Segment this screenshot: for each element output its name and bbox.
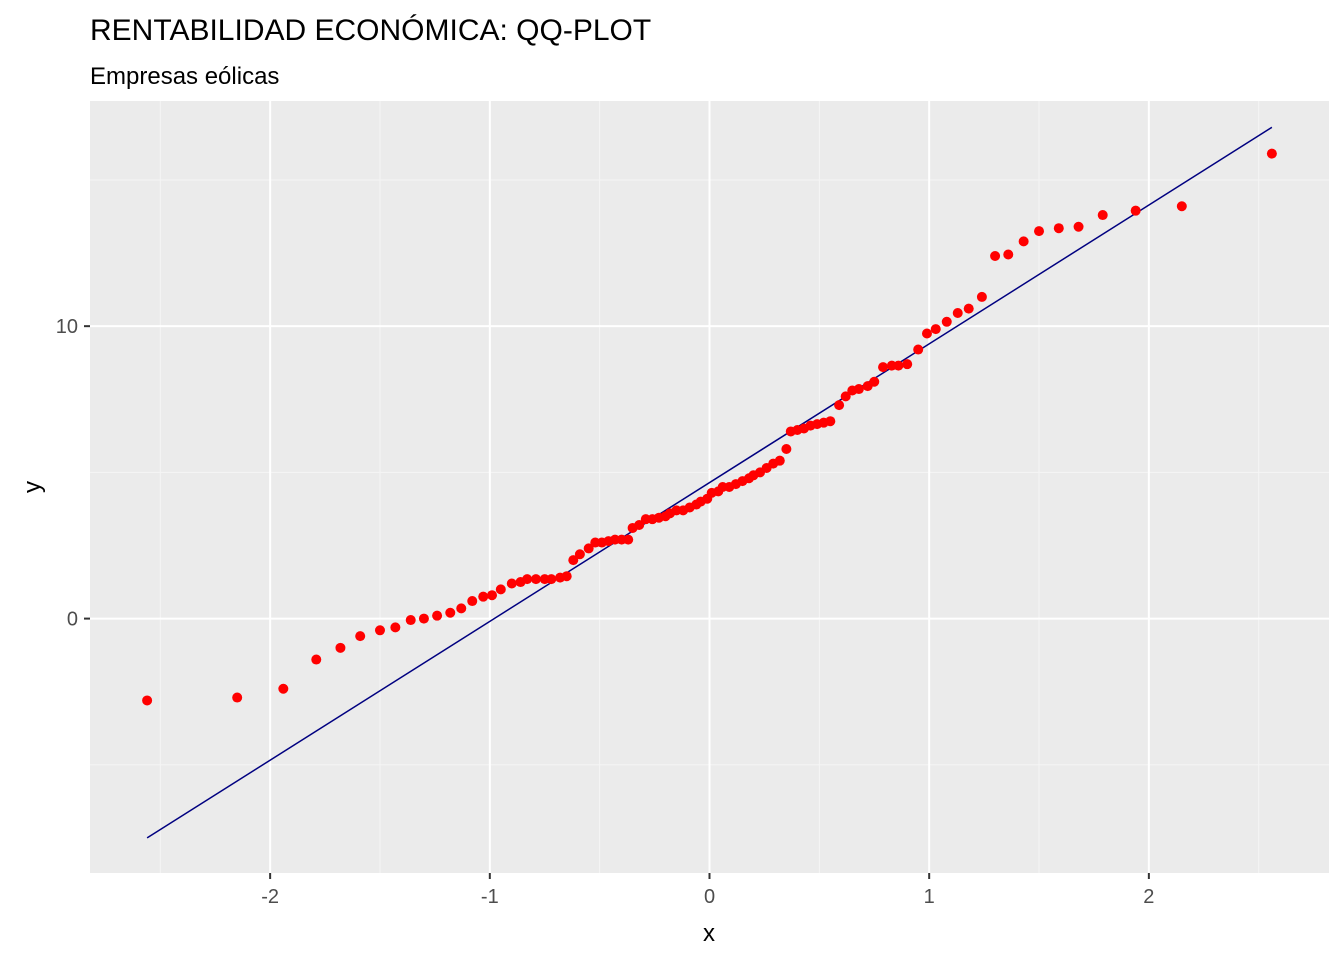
x-tick-label: -1 (481, 886, 499, 908)
data-point (568, 555, 579, 566)
data-point (990, 250, 1001, 261)
data-point (853, 384, 864, 395)
data-point (1073, 221, 1084, 232)
chart-title: RENTABILIDAD ECONÓMICA: QQ-PLOT (90, 14, 651, 47)
x-tick-label: 1 (924, 886, 935, 908)
data-point (893, 360, 904, 371)
data-point (976, 291, 987, 302)
data-point (374, 625, 385, 636)
data-point (506, 578, 517, 589)
data-point (390, 622, 401, 633)
data-point (445, 607, 456, 618)
data-point (335, 642, 346, 653)
data-point (1003, 249, 1014, 260)
data-point (478, 591, 489, 602)
data-point (878, 362, 889, 373)
y-tick-label: 10 (56, 316, 78, 338)
data-point (311, 654, 322, 665)
data-point (546, 574, 557, 585)
data-point (278, 683, 289, 694)
data-point (869, 376, 880, 387)
data-point (432, 610, 443, 621)
data-point (623, 534, 634, 545)
data-point (952, 308, 963, 319)
data-point (834, 400, 845, 411)
x-tick-label: 2 (1143, 886, 1154, 908)
data-point (1097, 210, 1108, 221)
data-point (487, 590, 498, 601)
data-point (405, 615, 416, 626)
data-point (1130, 205, 1141, 216)
data-point (1018, 236, 1029, 247)
data-point (456, 603, 467, 614)
data-point (561, 571, 572, 582)
data-point (774, 455, 785, 466)
data-point (355, 631, 366, 642)
x-tick-label: 0 (704, 886, 715, 908)
data-point (825, 416, 836, 427)
data-point (634, 520, 645, 531)
plot-panel (90, 101, 1329, 873)
y-axis-title: y (19, 481, 46, 493)
data-point (963, 303, 974, 314)
x-tick-label: -2 (261, 886, 279, 908)
x-axis: -2 -1 0 1 2 (261, 873, 1154, 908)
data-point (142, 695, 153, 706)
data-point (930, 324, 941, 335)
data-point (941, 316, 952, 327)
data-point (1053, 223, 1064, 234)
data-point (530, 574, 541, 585)
data-point (418, 613, 429, 624)
data-point (1266, 148, 1277, 159)
data-point (921, 328, 932, 339)
reference-line (146, 126, 1273, 839)
data-point (522, 574, 533, 585)
x-axis-title: x (703, 920, 715, 947)
data-point (232, 692, 243, 703)
data-point (1176, 201, 1187, 212)
data-point (1034, 226, 1045, 237)
data-point (467, 596, 478, 607)
data-point (781, 443, 792, 454)
y-tick-label: 0 (67, 609, 78, 631)
data-point (913, 344, 924, 355)
data-point (574, 549, 585, 560)
data-point (583, 543, 594, 554)
chart-subtitle: Empresas eólicas (90, 63, 279, 90)
y-axis: 0 10 (56, 316, 90, 631)
data-point (495, 584, 506, 595)
data-point (902, 359, 913, 370)
data-point (840, 391, 851, 402)
